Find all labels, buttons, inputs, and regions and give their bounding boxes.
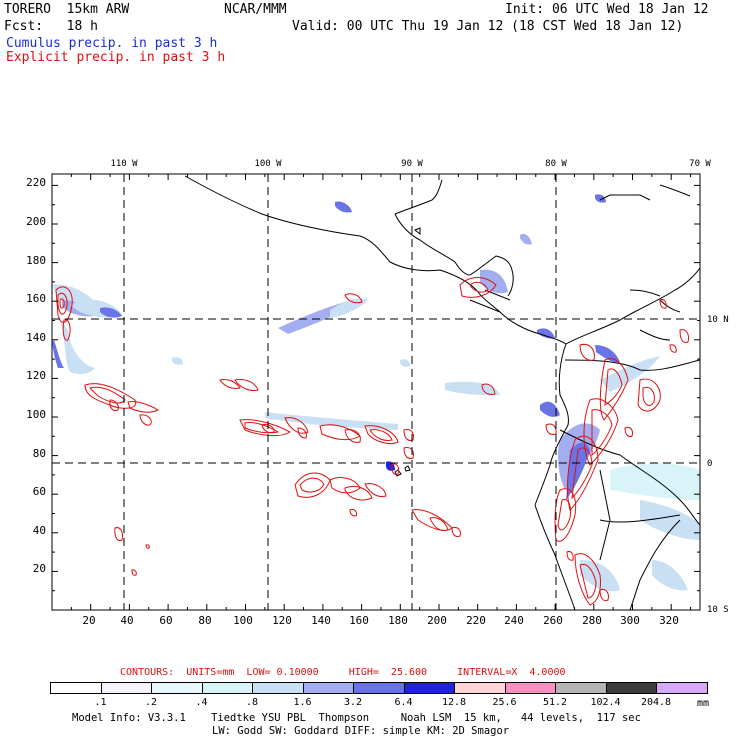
x-tick-label: 200 [427, 614, 447, 627]
legend-swatch [454, 682, 506, 694]
x-tick-label: 80 [198, 614, 211, 627]
x-tick-label: 280 [582, 614, 602, 627]
lon-label-80w: 80 W [545, 159, 567, 169]
contours-info: CONTOURS: UNITS=mm LOW= 0.10000 HIGH= 25… [120, 667, 566, 678]
plot-frame [51, 173, 701, 611]
y-tick-label: 80 [33, 447, 46, 460]
y-tick-label: 20 [33, 562, 46, 575]
model-name: TORERO 15km ARW [4, 2, 130, 17]
valid-time: Valid: 00 UTC Thu 19 Jan 12 (18 CST Wed … [292, 19, 684, 34]
legend-label: .8 [245, 697, 259, 708]
y-tick-label: 40 [33, 524, 46, 537]
lon-label-110w: 110 W [110, 159, 138, 169]
lon-label-90w: 90 W [401, 159, 423, 169]
legend-label: .2 [144, 697, 158, 708]
y-tick-label: 160 [26, 292, 46, 305]
y-tick-label: 180 [26, 254, 46, 267]
legend-swatch [50, 682, 102, 694]
legend-swatch [353, 682, 405, 694]
init-time: Init: 06 UTC Wed 18 Jan 12 [505, 2, 709, 17]
model-physics: LW: Godd SW: Goddard DIFF: simple KM: 2D… [212, 725, 510, 737]
y-tick-label: 60 [33, 485, 46, 498]
x-tick-label: 140 [311, 614, 331, 627]
cumulus-label: Cumulus precip. in past 3 h [6, 36, 218, 51]
model-info: Model Info: V3.3.1 Tiedtke YSU PBL Thomp… [72, 712, 641, 724]
legend-swatch [100, 682, 152, 694]
legend-swatch [605, 682, 657, 694]
x-tick-label: 300 [620, 614, 640, 627]
legend-swatch [504, 682, 556, 694]
legend-label: 1.6 [293, 697, 312, 708]
legend-swatch [151, 682, 203, 694]
x-tick-label: 260 [543, 614, 563, 627]
grid-lines [52, 174, 700, 610]
legend-label: 25.6 [492, 697, 517, 708]
x-tick-label: 120 [272, 614, 292, 627]
lon-label-100w: 100 W [254, 159, 282, 169]
x-tick-label: 240 [504, 614, 524, 627]
x-tick-label: 60 [159, 614, 172, 627]
legend-label: 3.2 [343, 697, 363, 708]
legend-label: .4 [195, 697, 208, 708]
lat-label-0: 0 [707, 459, 712, 469]
legend-label: .1 [94, 697, 107, 708]
x-tick-label: 40 [120, 614, 133, 627]
legend-swatch [656, 682, 708, 694]
y-tick-label: 220 [26, 176, 46, 189]
x-tick-label: 100 [233, 614, 253, 627]
organization: NCAR/MMM [224, 2, 287, 17]
legend-unit: mm [697, 698, 710, 709]
x-tick-label: 320 [659, 614, 679, 627]
forecast-hour: Fcst: 18 h [4, 19, 98, 34]
explicit-label: Explicit precip. in past 3 h [6, 50, 226, 65]
legend-swatch [252, 682, 304, 694]
lat-label-10s: 10 S [707, 605, 729, 615]
axis-ticks [51, 174, 700, 611]
y-tick-label: 140 [26, 331, 46, 344]
legend-label: 102.4 [590, 697, 621, 708]
legend-label: 6.4 [394, 697, 413, 708]
y-tick-label: 120 [26, 369, 46, 382]
x-tick-label: 160 [349, 614, 369, 627]
legend-label: 12.8 [441, 697, 467, 708]
y-tick-label: 200 [26, 215, 46, 228]
x-tick-label: 20 [82, 614, 95, 627]
cumulus-precip-shading [52, 194, 700, 592]
legend-swatch [403, 682, 455, 694]
y-tick-label: 100 [26, 408, 46, 421]
lon-label-70w: 70 W [689, 159, 711, 169]
map-field [52, 174, 700, 610]
x-tick-label: 180 [388, 614, 408, 627]
legend-swatch [201, 682, 253, 694]
legend-swatch [555, 682, 607, 694]
legend-label: 51.2 [542, 697, 568, 708]
legend-label: 204.8 [640, 697, 672, 708]
x-tick-label: 220 [466, 614, 486, 627]
legend-swatch [302, 682, 354, 694]
lat-label-10n: 10 N [707, 315, 729, 325]
coastlines [184, 175, 700, 610]
